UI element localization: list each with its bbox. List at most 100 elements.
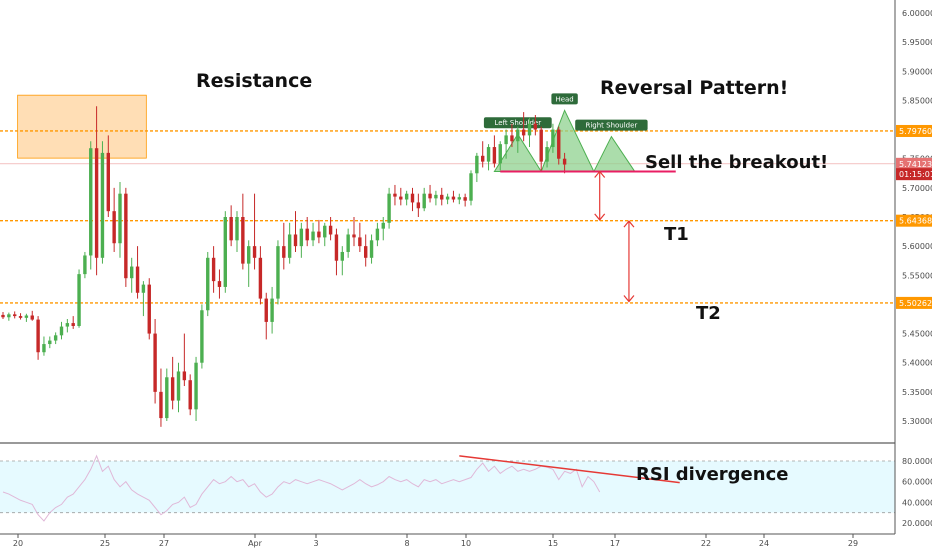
rsi-axis[interactable]: 80.0000 60.0000 40.0000 20.0000: [902, 457, 932, 528]
candle-47: [276, 240, 280, 305]
reversal-annotation[interactable]: Reversal Pattern!: [600, 77, 788, 99]
candle-92: [539, 126, 543, 171]
pattern-label-2[interactable]: Right Shoulder: [575, 119, 648, 131]
candle-37: [217, 269, 222, 299]
candle-body: [42, 344, 46, 353]
candle-body: [159, 391, 163, 419]
time-tick-label: 27: [159, 539, 169, 548]
candle-body: [71, 323, 75, 326]
candle-27: [159, 368, 163, 427]
target-arrow-1[interactable]: [594, 170, 606, 221]
candle-79: [463, 193, 467, 207]
candle-77: [451, 190, 456, 203]
price-label-bg: [896, 168, 932, 181]
candle-body: [194, 362, 198, 410]
time-tick-label: 20: [13, 539, 23, 548]
pattern-label-0[interactable]: Left Shoulder: [483, 117, 552, 129]
candle-body: [364, 246, 368, 258]
candle-body: [252, 246, 257, 258]
candle-3: [18, 313, 23, 320]
candle-96: [562, 152, 567, 174]
candle-body: [270, 298, 274, 322]
resistance-zone[interactable]: [17, 94, 147, 159]
candle-body: [30, 315, 34, 320]
candle-62: [364, 234, 368, 267]
candle-13: [77, 269, 81, 328]
candle-body: [445, 196, 450, 200]
candle-body: [241, 217, 245, 264]
candle-body: [53, 335, 58, 341]
price-tick-label: 5.70000: [902, 184, 932, 193]
rsi-pane[interactable]: RSI divergence: [0, 454, 895, 522]
pattern-label-1[interactable]: Head: [551, 93, 578, 105]
candle-body: [65, 323, 70, 327]
price-label-text: 5.74123: [899, 160, 932, 169]
candle-body: [375, 228, 380, 241]
price-tick-label: 5.55000: [902, 271, 932, 280]
candle-body: [206, 257, 210, 311]
price-label-text: 01:15:01: [899, 170, 932, 179]
candle-body: [457, 197, 461, 200]
rsi-tick-label: 20.0000: [902, 519, 932, 528]
rsi-divergence-trendline[interactable]: [459, 455, 680, 484]
candle-72: [422, 187, 426, 212]
candle-28: [165, 368, 169, 421]
price-tick-label: 6.00000: [902, 9, 932, 18]
support-resistance-lines[interactable]: [0, 130, 895, 304]
pattern-label-text: Right Shoulder: [585, 122, 637, 130]
candle-body: [147, 284, 151, 334]
candle-2: [13, 311, 17, 319]
price-tick-label: 5.90000: [902, 67, 932, 76]
candle-80: [469, 170, 473, 206]
resistance-annotation[interactable]: Resistance: [196, 70, 312, 92]
candle-body: [510, 135, 514, 142]
candle-body: [258, 257, 263, 299]
candle-7: [42, 336, 46, 356]
candle-body: [223, 217, 227, 287]
candle-53: [311, 222, 315, 247]
candle-84: [492, 135, 497, 168]
rsi-divergence-annotation[interactable]: RSI divergence: [636, 464, 788, 485]
candle-body: [369, 240, 374, 258]
candle-body: [381, 222, 385, 229]
candle-29: [170, 356, 175, 410]
candle-body: [521, 129, 526, 136]
target-arrows[interactable]: [594, 170, 635, 303]
candle-59: [346, 228, 350, 258]
candle-61: [358, 222, 362, 252]
pattern-label-text: Left Shoulder: [495, 119, 542, 127]
candle-39: [229, 205, 233, 247]
candle-body: [7, 314, 11, 318]
candle-body: [328, 225, 333, 235]
price-pane[interactable]: Left Shoulder Head Right Shoulder Resistan…: [0, 70, 895, 427]
candle-33: [194, 356, 198, 421]
candle-19: [112, 187, 116, 252]
candle-body: [323, 225, 327, 238]
sell-annotation[interactable]: Sell the breakout!: [645, 152, 828, 173]
candle-8: [48, 336, 52, 349]
candle-body: [83, 255, 87, 275]
arrow-head-down: [594, 213, 606, 221]
candle-body: [176, 371, 181, 401]
candle-body: [36, 319, 40, 353]
price-tick-label: 5.45000: [902, 330, 932, 339]
candle-body: [112, 211, 116, 244]
candle-body: [440, 194, 444, 200]
t1-annotation[interactable]: T1: [664, 224, 689, 245]
target-arrow-2[interactable]: [623, 220, 635, 303]
rsi-band-lines: [0, 460, 895, 514]
head-and-shoulders-pattern[interactable]: Left Shoulder Head Right Shoulder: [483, 93, 648, 173]
time-tick-label: 8: [404, 539, 409, 548]
price-label-1: 5.74123: [896, 157, 932, 170]
t2-annotation[interactable]: T2: [696, 303, 721, 324]
candle-9: [53, 332, 58, 345]
candle-68: [399, 187, 403, 206]
candle-body: [481, 155, 485, 162]
candle-body: [188, 380, 192, 410]
time-axis[interactable]: 20 25 27 Apr 3 8 10 15 17 22 24 29: [13, 534, 858, 548]
candle-75: [440, 187, 444, 206]
candle-body: [311, 231, 315, 241]
candle-body: [305, 228, 309, 241]
time-tick-label: 25: [100, 539, 110, 548]
